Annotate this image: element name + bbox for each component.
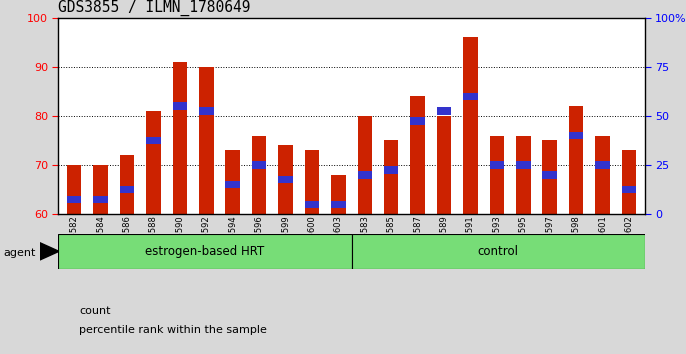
Bar [93, 196, 108, 203]
Bar [463, 37, 477, 214]
Bar [595, 136, 610, 214]
Bar [410, 96, 425, 214]
Bar [58, 234, 351, 269]
Bar [516, 136, 530, 214]
Text: agent: agent [3, 248, 36, 258]
Bar [351, 234, 645, 269]
Bar [305, 150, 319, 214]
Text: estrogen-based HRT: estrogen-based HRT [145, 245, 265, 258]
Bar [146, 137, 161, 144]
Bar [463, 93, 477, 100]
Bar [543, 141, 557, 214]
Bar [437, 116, 451, 214]
Text: control: control [477, 245, 519, 258]
Polygon shape [40, 243, 59, 260]
Bar [93, 165, 108, 214]
Bar [569, 132, 583, 139]
Bar [279, 176, 293, 183]
Bar [67, 196, 82, 203]
Bar [543, 171, 557, 178]
Bar [120, 155, 134, 214]
Text: count: count [79, 306, 110, 316]
Bar [199, 67, 213, 214]
Bar [279, 145, 293, 214]
Bar [595, 161, 610, 169]
Bar [622, 186, 636, 193]
Bar [331, 201, 346, 208]
Bar [120, 186, 134, 193]
Bar [173, 62, 187, 214]
Bar [226, 181, 240, 188]
Bar [357, 116, 372, 214]
Bar [622, 150, 636, 214]
Bar [384, 166, 399, 174]
Bar [199, 107, 213, 115]
Text: percentile rank within the sample: percentile rank within the sample [79, 325, 267, 335]
Bar [226, 150, 240, 214]
Bar [357, 171, 372, 178]
Bar [490, 161, 504, 169]
Bar [173, 102, 187, 110]
Bar [146, 111, 161, 214]
Bar [410, 117, 425, 125]
Bar [67, 165, 82, 214]
Bar [490, 136, 504, 214]
Bar [569, 106, 583, 214]
Bar [252, 136, 266, 214]
Text: GDS3855 / ILMN_1780649: GDS3855 / ILMN_1780649 [58, 0, 251, 16]
Bar [331, 175, 346, 214]
Bar [305, 201, 319, 208]
Bar [384, 141, 399, 214]
Bar [516, 161, 530, 169]
Bar [437, 107, 451, 115]
Bar [252, 161, 266, 169]
